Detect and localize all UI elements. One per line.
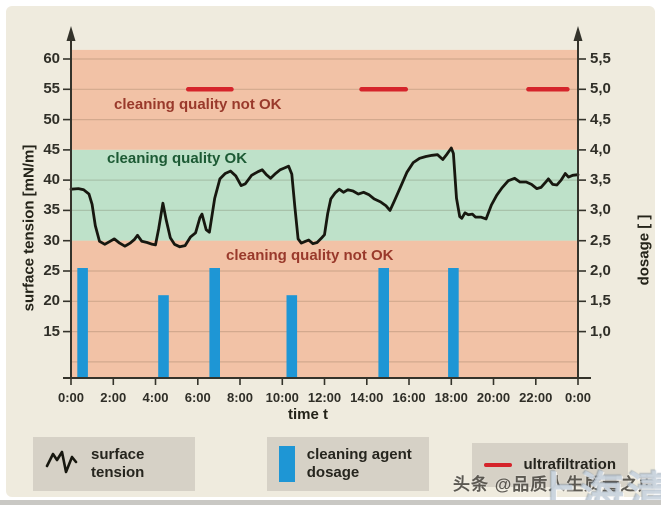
y-right-tick-label: 2,0 [590, 261, 611, 279]
x-tick-label: 16:00 [392, 390, 426, 405]
legend-item-ultrafiltration: ultrafiltration [472, 443, 628, 487]
x-tick-label: 14:00 [350, 390, 384, 405]
legend-item-cleaning-agent-dosage: cleaning agent dosage [267, 437, 429, 491]
x-tick-label: 8:00 [226, 390, 254, 405]
x-tick-label: 18:00 [434, 390, 468, 405]
y-left-tick-label: 35 [43, 201, 60, 219]
y-left-tick-label: 45 [43, 140, 60, 158]
y-right-tick-label: 5,0 [590, 80, 611, 98]
red-line-icon [484, 463, 512, 467]
y-left-tick-label: 25 [43, 261, 60, 279]
x-tick-label: 20:00 [476, 390, 511, 405]
y-left-tick-label: 55 [43, 80, 60, 98]
y-right-tick-label: 5,5 [590, 50, 611, 67]
x-tick-label: 2:00 [100, 390, 127, 405]
x-tick-label: 12:00 [307, 390, 342, 405]
x-tick-label: 4:00 [142, 390, 169, 405]
x-tick-label: 6:00 [184, 390, 211, 405]
zone-label-bottom-not-ok: cleaning quality not OK [226, 247, 394, 264]
y-right-tick-label: 4,5 [590, 110, 611, 128]
y-left-tick-label: 15 [43, 322, 60, 340]
legend-label-ultrafiltration: ultrafiltration [523, 456, 617, 473]
zone-label-top-not-ok: cleaning quality not OK [114, 96, 282, 113]
y-left-tick-label: 30 [43, 231, 60, 249]
legend-label-surface-tension: surface tension [91, 446, 145, 481]
zigzag-line-icon [45, 448, 79, 481]
y-left-tick-label: 40 [43, 171, 60, 189]
x-tick-label: 10:00 [265, 390, 299, 405]
legend-label-cleaning-agent-dosage: cleaning agent dosage [306, 446, 412, 481]
x-axis-title: time t [288, 406, 329, 423]
y-right-axis-title: dosage [ ] [635, 214, 653, 286]
watermark-corner: 上海清 [533, 469, 661, 505]
y-right-tick-label: 2,5 [590, 231, 611, 249]
y-right-tick-label: 1,5 [590, 292, 611, 310]
watermark-toutiao: 头条 @品质人生质量之声 [453, 475, 657, 494]
y-right-tick-label: 3,0 [590, 201, 611, 219]
zone-label-ok: cleaning quality OK [107, 150, 248, 167]
y-right-tick-label: 1,0 [590, 322, 611, 340]
x-tick-label: 0:00 [564, 390, 592, 405]
y-left-tick-label: 60 [43, 50, 60, 67]
legend-item-surface-tension: surface tension [33, 437, 195, 491]
y-left-tick-label: 50 [43, 110, 60, 128]
y-right-tick-label: 3,5 [590, 171, 611, 189]
y-right-tick-label: 4,0 [590, 140, 611, 158]
x-tick-label: 22:00 [519, 390, 553, 405]
bottom-strip [0, 500, 661, 505]
x-tick-label: 0:00 [57, 390, 85, 405]
blue-bar-icon [279, 446, 295, 482]
y-left-axis-title: surface tension [mN/m] [20, 144, 38, 312]
y-left-tick-label: 20 [43, 292, 60, 310]
